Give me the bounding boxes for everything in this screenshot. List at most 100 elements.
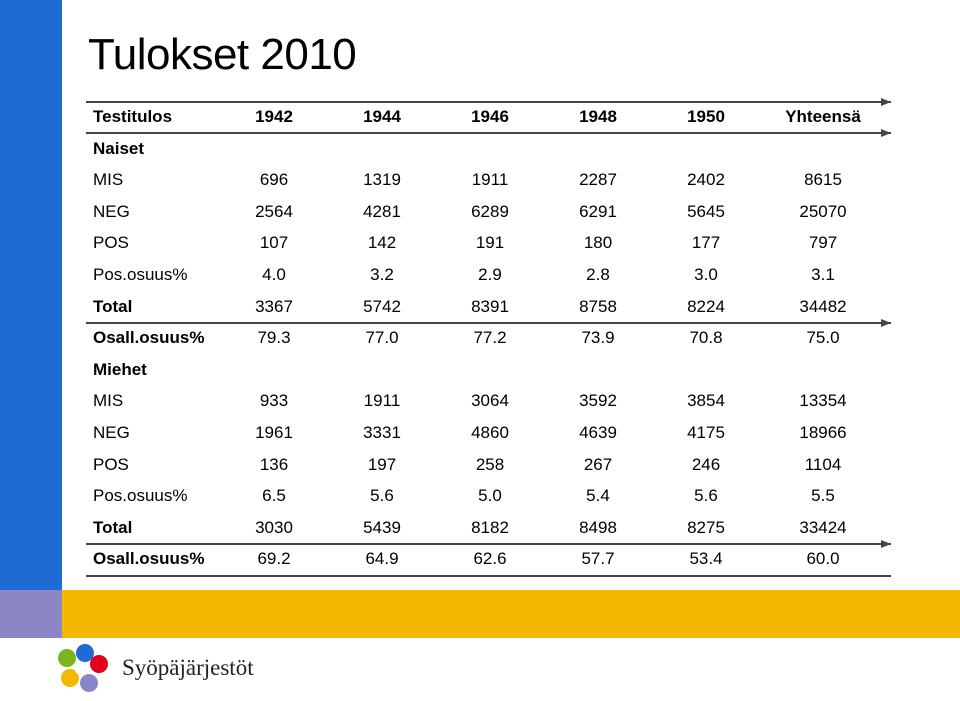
- table-cell: 142: [367, 233, 397, 253]
- table-cell: 2.9: [478, 264, 502, 284]
- table-cell: 57.7: [581, 549, 615, 569]
- page-title: Tulokset 2010: [88, 30, 357, 79]
- table-cell: 77.2: [473, 328, 507, 348]
- row-label: NEG: [93, 201, 130, 221]
- table-row: Total 3030 5439 8182 8498 8275 33424: [86, 512, 893, 544]
- table-cell: 8615: [804, 170, 842, 190]
- table-row: Pos.osuus% 6.5 5.6 5.0 5.4 5.6 5.5: [86, 480, 893, 512]
- table-cell: 8391: [471, 296, 509, 316]
- table-divider: [86, 101, 891, 103]
- table-row: Pos.osuus% 4.0 3.2 2.9 2.8 3.0 3.1: [86, 259, 893, 291]
- table-cell: 18966: [799, 422, 847, 442]
- table-cell: 3030: [255, 517, 293, 537]
- table-row: NEG 2564 4281 6289 6291 5645 25070: [86, 196, 893, 228]
- table-cell: 3592: [579, 391, 617, 411]
- table-cell: 5439: [363, 517, 401, 537]
- table-cell: 5.5: [811, 486, 835, 506]
- table-cell: 4.0: [262, 264, 286, 284]
- table-cell: 5645: [687, 201, 725, 221]
- table-cell: 13354: [799, 391, 847, 411]
- table-cell: 5.6: [370, 486, 394, 506]
- table-row: Osall.osuus% 69.2 64.9 62.6 57.7 53.4 60.0: [86, 543, 893, 575]
- table-cell: 64.9: [365, 549, 399, 569]
- table-cell: 6289: [471, 201, 509, 221]
- row-label: MIS: [93, 170, 124, 190]
- header-col: Yhteensä: [785, 107, 861, 126]
- header-col: 1948: [579, 107, 617, 126]
- table-cell: 8758: [579, 296, 617, 316]
- table-cell: 191: [475, 233, 505, 253]
- header-col: 1946: [471, 107, 509, 126]
- left-accent-bar-bottom: [0, 590, 62, 638]
- table-cell: 1319: [363, 170, 401, 190]
- table-cell: 70.8: [689, 328, 723, 348]
- table-cell: 5.0: [478, 486, 502, 506]
- table-cell: 246: [691, 454, 721, 474]
- table-row: NEG 1961 3331 4860 4639 4175 18966: [86, 417, 893, 449]
- row-label: POS: [93, 233, 129, 253]
- table-row: Osall.osuus% 79.3 77.0 77.2 73.9 70.8 75.0: [86, 322, 893, 354]
- row-label: POS: [93, 454, 129, 474]
- table-cell: 136: [259, 454, 289, 474]
- table-cell: 60.0: [806, 549, 840, 569]
- table-cell: 8498: [579, 517, 617, 537]
- table-cell: 69.2: [257, 549, 291, 569]
- table-cell: 696: [259, 170, 289, 190]
- table-cell: 4639: [579, 422, 617, 442]
- table-row: POS 107 142 191 180 177 797: [86, 227, 893, 259]
- divider-arrow-icon: [881, 319, 891, 327]
- row-label: Pos.osuus%: [93, 264, 188, 284]
- table-cell: 3064: [471, 391, 509, 411]
- table-cell: 3.1: [811, 264, 835, 284]
- row-label: MIS: [93, 391, 124, 411]
- syopajarjestot-logo-icon: [58, 644, 108, 692]
- table-row: MIS 933 1911 3064 3592 3854 13354: [86, 385, 893, 417]
- table-header-row: Testitulos 1942 1944 1946 1948 1950 Yhte…: [86, 101, 893, 133]
- table-cell: 8275: [687, 517, 725, 537]
- table-row: POS 136 197 258 267 246 1104: [86, 449, 893, 481]
- logo-text: Syöpäjärjestöt: [122, 655, 254, 680]
- table-divider: [86, 322, 891, 324]
- table-cell: 5742: [363, 296, 401, 316]
- table-cell: 1911: [363, 391, 401, 411]
- row-label: Osall.osuus%: [93, 549, 205, 569]
- table-cell: 5.4: [586, 486, 610, 506]
- table-cell: 75.0: [806, 328, 840, 348]
- table-row: MIS 696 1319 1911 2287 2402 8615: [86, 164, 893, 196]
- table-cell: 4175: [687, 422, 725, 442]
- table-cell: 2.8: [586, 264, 610, 284]
- table-cell: 2402: [687, 170, 725, 190]
- table-cell: 5.6: [694, 486, 718, 506]
- row-label: Total: [93, 296, 133, 316]
- table-cell: 73.9: [581, 328, 615, 348]
- header-col: 1942: [255, 107, 293, 126]
- header-label: Testitulos: [93, 107, 173, 126]
- table-cell: 34482: [799, 296, 847, 316]
- row-label: Osall.osuus%: [93, 328, 205, 348]
- section-heading: Naiset: [86, 133, 893, 165]
- divider-arrow-icon: [881, 540, 891, 548]
- table-cell: 77.0: [365, 328, 399, 348]
- table-cell: 180: [583, 233, 613, 253]
- table-cell: 2564: [255, 201, 293, 221]
- table-cell: 3367: [255, 296, 293, 316]
- table-divider: [86, 575, 891, 577]
- section-label: Miehet: [93, 359, 147, 379]
- table-cell: 2287: [579, 170, 617, 190]
- results-table: Testitulos 1942 1944 1946 1948 1950 Yhte…: [86, 101, 893, 575]
- table-cell: 1911: [471, 170, 509, 190]
- table-cell: 3.2: [370, 264, 394, 284]
- table-cell: 6.5: [262, 486, 286, 506]
- table-cell: 1104: [804, 454, 842, 474]
- divider-arrow-icon: [881, 98, 891, 106]
- table-cell: 4860: [471, 422, 509, 442]
- header-col: 1944: [363, 107, 401, 126]
- table-cell: 62.6: [473, 549, 507, 569]
- table-cell: 1961: [255, 422, 293, 442]
- table-cell: 177: [691, 233, 721, 253]
- table-cell: 107: [259, 233, 289, 253]
- table-cell: 6291: [579, 201, 617, 221]
- table-cell: 53.4: [689, 549, 723, 569]
- header-col: 1950: [687, 107, 725, 126]
- table-cell: 8182: [471, 517, 509, 537]
